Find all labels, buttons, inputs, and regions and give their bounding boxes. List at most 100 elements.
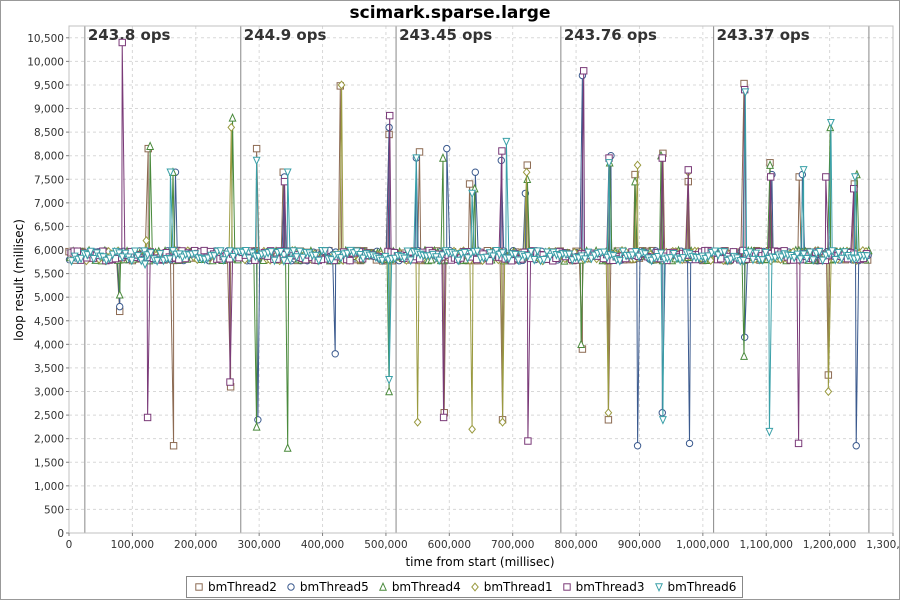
data-point-spike bbox=[850, 173, 859, 182]
y-tick-label: 4,000 bbox=[34, 339, 64, 351]
y-tick-label: 7,000 bbox=[34, 198, 64, 210]
data-point bbox=[321, 247, 330, 256]
iteration-label: 243.45 ops bbox=[399, 26, 492, 44]
data-point-spike bbox=[765, 427, 774, 437]
data-point bbox=[619, 247, 627, 257]
series-bmThread6 bbox=[67, 88, 872, 437]
plot-border bbox=[68, 25, 894, 534]
data-point-spike bbox=[226, 378, 234, 386]
data-point bbox=[641, 250, 650, 259]
data-point bbox=[346, 256, 354, 265]
data-point bbox=[748, 255, 757, 265]
data-point bbox=[403, 247, 412, 257]
data-point bbox=[831, 255, 840, 265]
data-point bbox=[311, 251, 320, 261]
data-point bbox=[127, 256, 136, 266]
data-point-spike bbox=[386, 111, 394, 120]
data-point bbox=[336, 254, 345, 263]
data-point bbox=[267, 248, 276, 257]
y-tick-label: 5,500 bbox=[34, 269, 64, 281]
data-point-spike bbox=[604, 416, 613, 424]
data-point bbox=[156, 250, 165, 259]
data-point-spike bbox=[252, 421, 261, 431]
y-tick-label: 9,500 bbox=[34, 80, 64, 92]
y-tick-label: 2,000 bbox=[34, 434, 64, 446]
data-point bbox=[793, 250, 802, 260]
grid-layer bbox=[69, 26, 894, 533]
y-tick-label: 10,000 bbox=[27, 56, 64, 68]
data-point bbox=[511, 250, 520, 260]
data-point bbox=[279, 257, 288, 266]
data-point bbox=[802, 254, 811, 264]
data-point-spike bbox=[658, 409, 666, 417]
data-point bbox=[761, 248, 770, 258]
data-point bbox=[460, 248, 469, 258]
y-tick-label: 500 bbox=[44, 504, 64, 516]
data-point bbox=[219, 256, 228, 265]
data-point bbox=[454, 256, 463, 266]
data-point-spike bbox=[523, 161, 531, 169]
data-point bbox=[815, 248, 824, 257]
data-point bbox=[837, 254, 846, 264]
y-tick-label: 5,000 bbox=[34, 292, 64, 304]
data-point bbox=[539, 256, 548, 265]
data-point-spike bbox=[826, 122, 835, 132]
data-point-spike bbox=[413, 417, 422, 427]
data-point bbox=[498, 249, 507, 258]
data-point bbox=[327, 256, 336, 265]
y-tick-label: 4,500 bbox=[34, 316, 64, 328]
x-tick-label: 400,000 bbox=[301, 539, 344, 551]
data-point-spike bbox=[740, 351, 749, 360]
data-point bbox=[134, 252, 143, 261]
axis-layer: 0 500 1,000 1,500 2,000 2,500 3,000 3,500 4,000 4… bbox=[27, 25, 900, 551]
data-point bbox=[130, 247, 139, 257]
data-point-spike bbox=[415, 148, 424, 156]
data-point bbox=[584, 248, 593, 258]
data-point bbox=[863, 252, 872, 261]
legend-label: bmThread5 bbox=[299, 580, 369, 594]
data-point bbox=[758, 256, 767, 265]
data-point bbox=[153, 257, 162, 266]
data-point bbox=[283, 248, 292, 258]
data-point-spike bbox=[143, 413, 152, 422]
data-point-spike bbox=[283, 443, 292, 452]
data-point bbox=[634, 252, 643, 262]
y-tick-label: 9,000 bbox=[34, 104, 64, 116]
legend-label: bmThread1 bbox=[483, 580, 553, 594]
data-point-spike bbox=[577, 339, 586, 349]
data-point bbox=[200, 246, 208, 255]
data-point-spike bbox=[331, 350, 339, 358]
iteration-layer: 243.8 ops 244.9 ops 243.45 ops 243.76 ops 24… bbox=[84, 26, 870, 533]
y-tick-label: 8,500 bbox=[34, 127, 64, 139]
data-point bbox=[523, 252, 532, 261]
data-point-spike bbox=[227, 122, 236, 132]
x-tick-label: 700,000 bbox=[491, 539, 534, 551]
legend-marker bbox=[378, 581, 387, 591]
data-point bbox=[226, 247, 235, 257]
data-point-spike bbox=[852, 442, 860, 450]
x-tick-label: 0 bbox=[66, 539, 73, 551]
legend-item-bmThread6: bmThread6 bbox=[653, 580, 736, 594]
data-point bbox=[451, 250, 460, 260]
data-point bbox=[406, 256, 415, 266]
data-point-spike bbox=[412, 154, 421, 164]
y-tick-label: 8,000 bbox=[34, 151, 64, 163]
x-tick-label: 300,000 bbox=[237, 539, 280, 551]
legend-item-bmThread1: bmThread1 bbox=[469, 580, 553, 594]
x-tick-label: 1,300,000 bbox=[866, 539, 900, 551]
legend-marker-icon bbox=[654, 583, 663, 593]
y-tick-label: 0 bbox=[57, 528, 64, 540]
data-point-spike bbox=[252, 144, 261, 153]
iteration-label: 244.9 ops bbox=[244, 26, 327, 44]
data-point bbox=[631, 248, 640, 257]
data-point bbox=[86, 247, 95, 257]
data-point bbox=[796, 255, 805, 264]
data-point bbox=[530, 256, 539, 265]
data-point bbox=[514, 256, 523, 266]
data-point bbox=[704, 252, 713, 262]
legend: bmThread2 bmThread5 bmThread4 bmThread1 bmTh… bbox=[186, 576, 744, 598]
data-point-spike bbox=[498, 147, 506, 155]
data-point bbox=[241, 246, 250, 256]
legend-item-bmThread5: bmThread5 bbox=[285, 580, 369, 594]
y-tick-label: 1,000 bbox=[34, 481, 64, 493]
